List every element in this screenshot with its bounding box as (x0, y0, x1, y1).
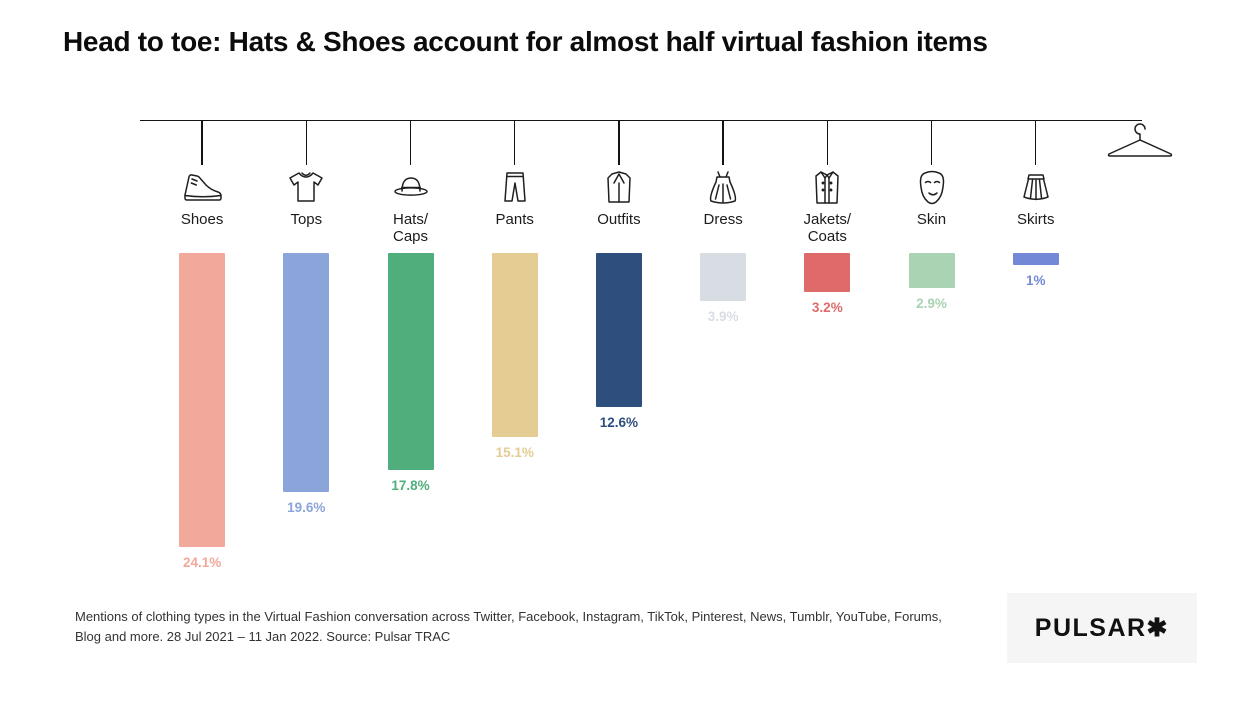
chart-column-skin: Skin 2.9% (879, 120, 983, 570)
hang-string (514, 120, 516, 165)
empty-hanger-slot (1088, 120, 1192, 570)
value-label: 3.2% (811, 300, 843, 316)
category-label: Shoes (180, 211, 224, 228)
hanger-icon (1102, 119, 1178, 161)
hang-string (826, 120, 829, 165)
value-label: 2.9% (916, 296, 947, 312)
bar-skirts (1012, 253, 1059, 266)
hang-string (305, 120, 307, 165)
coat-icon (805, 165, 849, 209)
source-note: Mentions of clothing types in the Virtua… (75, 609, 942, 645)
category-label: Pants (495, 211, 534, 228)
skirt-icon (1014, 165, 1058, 209)
category-label: Outfits (597, 211, 641, 228)
chart-column-outfits: Outfits 12.6% (567, 120, 671, 570)
hang-string (618, 120, 620, 165)
value-label: 3.9% (707, 308, 739, 324)
bar-tops (283, 253, 330, 493)
value-label: 12.6% (599, 414, 639, 430)
bar-outfits (595, 253, 642, 407)
bar-skin (908, 253, 955, 289)
chart-column-shoes: Shoes 24.1% (150, 120, 254, 570)
category-label: Jakets/ Coats (803, 211, 852, 246)
hanging-bar-chart: Shoes 24.1% Tops 19.6% (0, 120, 1260, 595)
chart-title: Head to toe: Hats & Shoes account for al… (63, 26, 988, 57)
chart-column-skirts: Skirts 1% (984, 120, 1088, 570)
tshirt-icon (284, 165, 328, 209)
chart-column-hats: Hats/ Caps 17.8% (358, 120, 462, 570)
bar-jackets (804, 253, 851, 293)
dress-icon (701, 165, 745, 209)
category-label: Skirts (1016, 211, 1055, 228)
pants-icon (493, 165, 537, 209)
sneaker-icon (180, 165, 224, 209)
hang-string (409, 120, 412, 165)
category-label: Hats/ Caps (392, 211, 429, 246)
chart-columns: Shoes 24.1% Tops 19.6% (150, 120, 1192, 570)
value-label: 17.8% (391, 478, 430, 494)
hang-string (201, 120, 203, 165)
chart-column-tops: Tops 19.6% (254, 120, 358, 570)
suit-icon (597, 165, 641, 209)
hang-string (930, 120, 933, 165)
bar-hats (387, 253, 434, 471)
value-label: 19.6% (287, 500, 326, 516)
chart-column-jackets: Jakets/ Coats 3.2% (775, 120, 879, 570)
value-label: 15.1% (495, 445, 534, 461)
pulsar-logo: PULSAR✱ (1034, 614, 1169, 642)
value-label: 24.1% (182, 555, 222, 571)
bar-shoes (179, 253, 226, 548)
category-label: Tops (290, 211, 323, 228)
clothesline-rail (140, 120, 1142, 121)
category-label: Skin (916, 211, 947, 228)
logo-panel: PULSAR✱ (1006, 593, 1197, 663)
footer: Mentions of clothing types in the Virtua… (0, 593, 1260, 663)
hang-string (1035, 120, 1037, 165)
hat-icon (389, 165, 433, 209)
category-label: Dress (703, 211, 743, 228)
value-label: 1% (1025, 273, 1046, 289)
bar-pants (491, 253, 538, 438)
hang-string (722, 120, 724, 165)
chart-column-dress: Dress 3.9% (671, 120, 775, 570)
bar-dress (700, 253, 747, 301)
mask-icon (910, 165, 954, 209)
chart-column-pants: Pants 15.1% (463, 120, 567, 570)
